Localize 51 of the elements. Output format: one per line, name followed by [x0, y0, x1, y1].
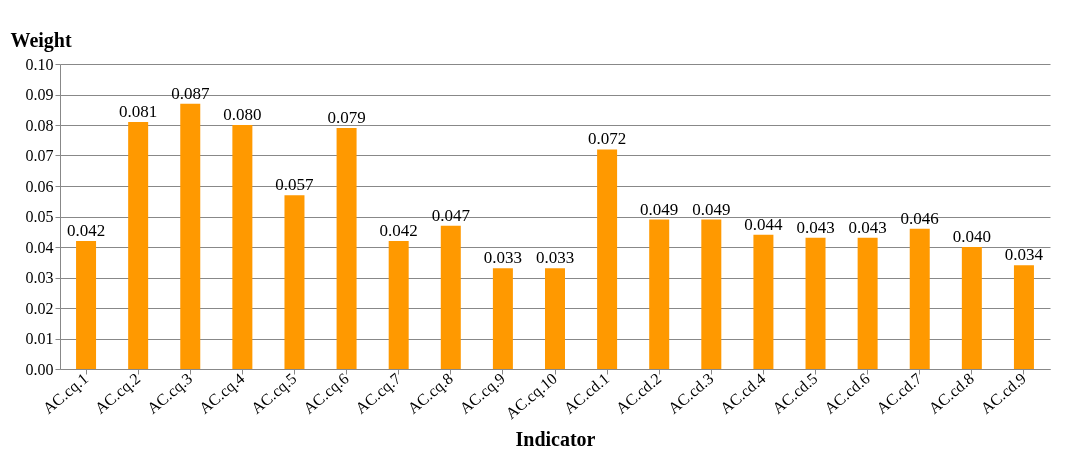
y-tick-label: 0.00 — [25, 360, 54, 378]
bar — [961, 247, 982, 369]
data-label: 0.043 — [848, 217, 887, 237]
bar — [76, 240, 97, 369]
y-tick-label: 0.09 — [25, 86, 54, 103]
bar — [649, 219, 670, 369]
x-axis-title: Indicator — [515, 428, 596, 451]
data-label: 0.081 — [119, 101, 158, 121]
bar — [492, 268, 513, 369]
bar — [180, 103, 201, 369]
data-label: 0.087 — [171, 83, 210, 103]
data-label: 0.043 — [796, 217, 835, 237]
y-tick-label: 0.06 — [25, 177, 54, 195]
bar — [232, 125, 253, 369]
bar — [388, 240, 409, 369]
bar — [128, 121, 149, 369]
data-label: 0.033 — [483, 248, 523, 268]
y-tick-label: 0.01 — [25, 330, 54, 347]
data-label: 0.046 — [900, 208, 939, 228]
y-tick-label: 0.03 — [25, 269, 54, 286]
data-label: 0.072 — [587, 129, 627, 149]
bar — [701, 219, 722, 369]
data-label: 0.042 — [66, 220, 106, 240]
bar — [597, 149, 618, 369]
data-label: 0.049 — [640, 199, 679, 219]
data-label: 0.044 — [744, 214, 784, 234]
bar — [545, 268, 565, 369]
bar — [857, 237, 878, 369]
bar — [1013, 265, 1034, 369]
bar — [753, 234, 774, 369]
data-label: 0.080 — [223, 105, 262, 124]
y-tick-label: 0.05 — [25, 208, 54, 225]
bar — [336, 128, 357, 369]
bar — [284, 195, 305, 369]
data-label: 0.047 — [431, 205, 471, 225]
y-tick-label: 0.08 — [25, 116, 54, 134]
bar — [805, 237, 826, 369]
data-label: 0.040 — [952, 227, 991, 246]
bar — [440, 225, 461, 369]
data-label: 0.049 — [692, 199, 731, 219]
y-tick-label: 0.07 — [25, 147, 54, 164]
y-tick-label: 0.10 — [25, 55, 54, 73]
bar — [909, 228, 930, 369]
y-tick-label: 0.02 — [25, 299, 54, 317]
data-label: 0.033 — [535, 248, 575, 268]
data-label: 0.034 — [1004, 245, 1044, 265]
data-label: 0.057 — [275, 175, 315, 195]
data-label: 0.042 — [379, 220, 418, 240]
data-label: 0.079 — [327, 108, 366, 128]
y-tick-label: 0.04 — [25, 238, 54, 256]
y-axis-title: Weight — [10, 28, 72, 52]
